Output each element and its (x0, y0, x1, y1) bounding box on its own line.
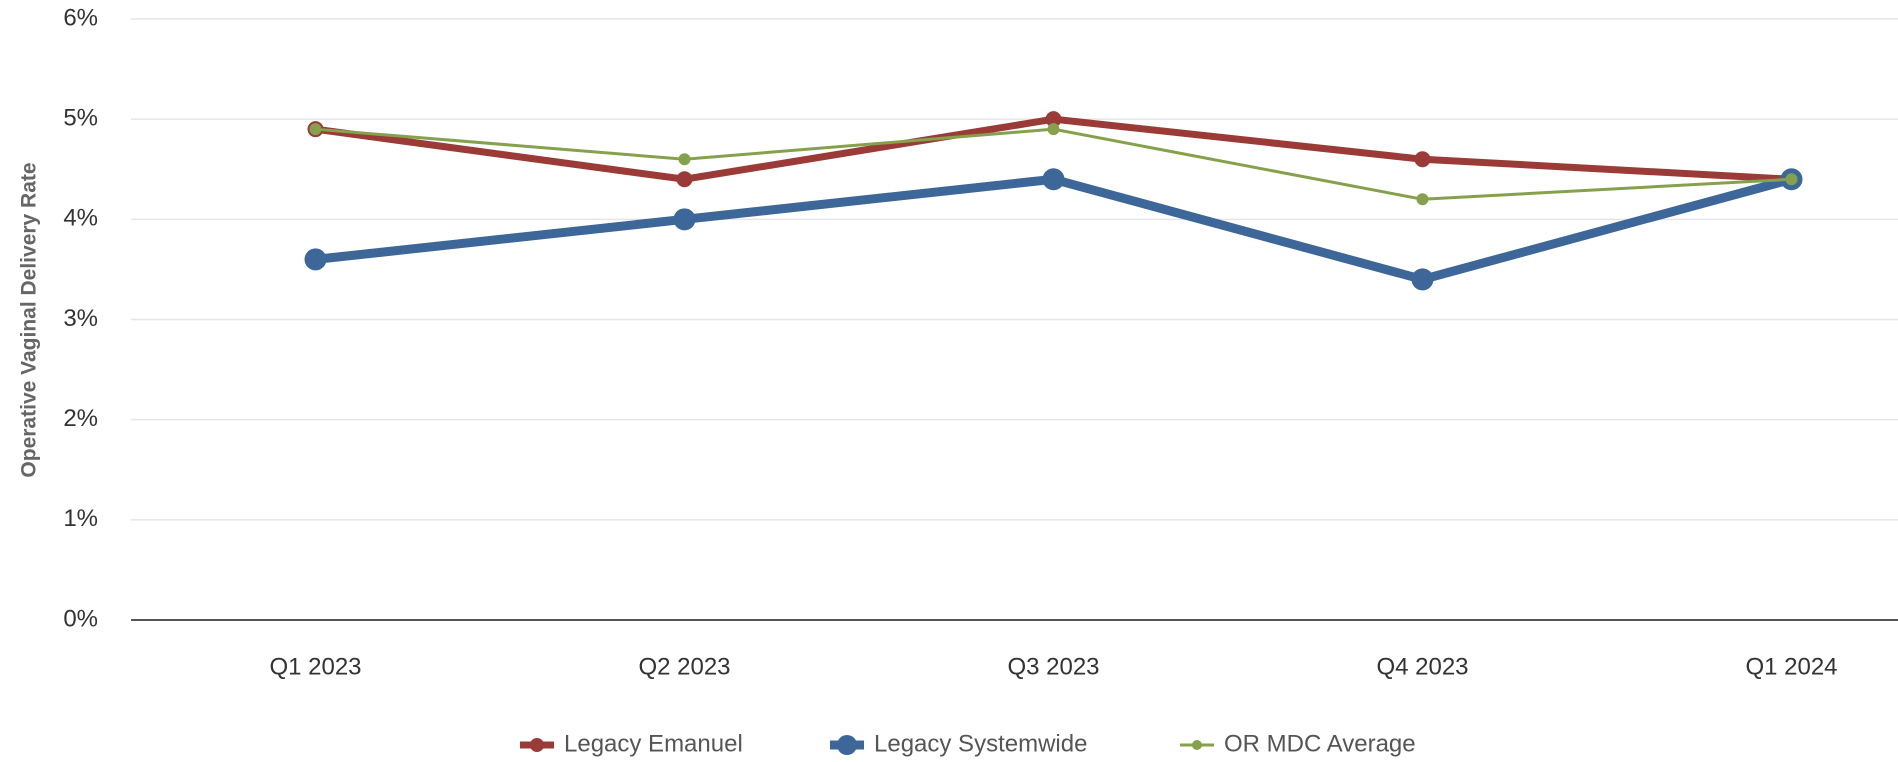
data-point (673, 208, 696, 231)
data-point (676, 171, 693, 188)
y-tick-label: 0% (63, 605, 98, 632)
y-tick-label: 6% (63, 4, 98, 31)
data-point (1416, 193, 1429, 206)
legend-label: Legacy Systemwide (874, 730, 1087, 757)
legend-label: Legacy Emanuel (564, 730, 743, 757)
legend-marker (1192, 740, 1202, 750)
y-tick-label: 1% (63, 505, 98, 532)
legend-label: OR MDC Average (1224, 730, 1416, 757)
y-tick-label: 3% (63, 305, 98, 332)
y-axis-label: Operative Vaginal Delivery Rate (18, 162, 41, 477)
x-tick-label: Q3 2023 (1007, 653, 1099, 680)
data-point (1411, 268, 1434, 291)
data-point (1785, 173, 1798, 186)
data-point (304, 248, 327, 271)
data-point (309, 123, 322, 136)
y-tick-label: 4% (63, 205, 98, 232)
x-tick-label: Q2 2023 (638, 653, 730, 680)
data-point (1047, 123, 1060, 136)
x-tick-label: Q4 2023 (1376, 653, 1468, 680)
data-point (678, 153, 691, 166)
x-tick-label: Q1 2024 (1745, 653, 1837, 680)
y-tick-label: 5% (63, 105, 98, 132)
data-point (1414, 151, 1431, 168)
x-tick-label: Q1 2023 (269, 653, 361, 680)
series-line (315, 174, 1793, 285)
data-point (1042, 168, 1065, 191)
legend-marker (530, 738, 544, 752)
data-point (1045, 111, 1062, 128)
y-tick-label: 2% (63, 405, 98, 432)
legend-marker (837, 735, 857, 755)
